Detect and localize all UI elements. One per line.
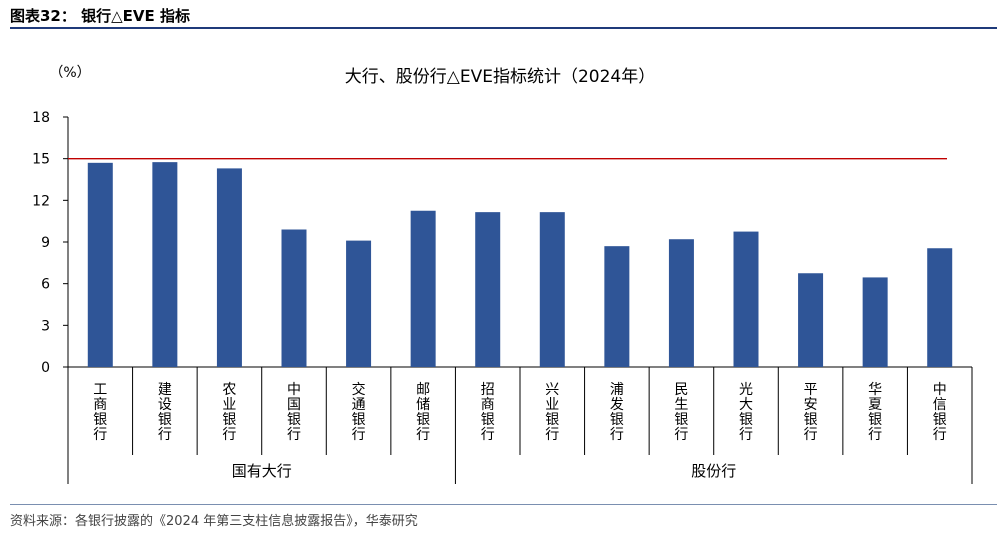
- group-labels: 国有大行 股份行: [232, 462, 737, 480]
- figure-title: 图表32： 银行△EVE 指标: [10, 7, 190, 25]
- bar: [216, 168, 242, 367]
- chart-title: 大行、股份行△EVE指标统计（2024年）: [345, 67, 655, 87]
- y-tick-labels: 0 3 6 9 12 15 18: [32, 110, 50, 376]
- x-category-label: 农业银行: [222, 382, 236, 443]
- x-category-label: 浦发银行: [610, 382, 624, 443]
- bar: [475, 212, 501, 367]
- x-category-label: 建设银行: [158, 382, 172, 443]
- x-category-label: 平安银行: [804, 382, 818, 443]
- figure-header: 图表32： 银行△EVE 指标: [0, 0, 1007, 30]
- axes: [63, 116, 973, 484]
- bar: [152, 162, 178, 367]
- bar: [733, 231, 759, 367]
- x-category-label: 邮储银行: [416, 382, 430, 443]
- chart: 大行、股份行△EVE指标统计（2024年） （%） 0 3 6 9 12 15 18 工商银…: [32, 65, 973, 484]
- source-note: 资料来源：各银行披露的《2024 年第三支柱信息披露报告》，华泰研究: [10, 514, 418, 529]
- y-unit-label: （%）: [49, 65, 90, 81]
- y-tick-label: 9: [41, 235, 50, 251]
- x-category-label: 中信银行: [933, 382, 947, 443]
- footer-rule: [10, 504, 997, 505]
- bar: [539, 212, 565, 367]
- x-category-label: 华夏银行: [868, 382, 882, 443]
- bar: [604, 246, 630, 367]
- x-category-label: 民生银行: [674, 382, 688, 443]
- x-category-label: 招商银行: [481, 382, 495, 443]
- x-category-label: 工商银行: [93, 382, 107, 443]
- x-category-labels: 工商银行 建设银行 农业银行 中国银行 交通银行 邮储银行 招商银行 兴业银行 浦发银行 民生银行…: [93, 381, 946, 443]
- bar: [410, 210, 436, 367]
- header-rule: [10, 27, 997, 29]
- bar: [87, 162, 113, 367]
- x-category-label: 兴业银行: [545, 382, 559, 443]
- y-tick-label: 0: [41, 360, 50, 376]
- bar: [668, 239, 694, 367]
- bar: [927, 248, 953, 367]
- y-tick-label: 15: [32, 152, 50, 168]
- bar: [798, 273, 824, 367]
- y-tick-label: 12: [32, 193, 50, 209]
- y-tick-label: 18: [32, 110, 50, 126]
- x-category-label: 中国银行: [287, 382, 301, 443]
- x-category-label: 光大银行: [739, 382, 753, 443]
- group-label: 国有大行: [232, 462, 292, 480]
- y-tick-label: 6: [41, 277, 50, 293]
- bar: [862, 277, 888, 367]
- bar: [346, 240, 372, 367]
- bars: [87, 162, 953, 367]
- x-category-label: 交通银行: [352, 381, 366, 443]
- y-tick-label: 3: [41, 318, 50, 334]
- group-label: 股份行: [691, 462, 736, 480]
- bar: [281, 229, 307, 367]
